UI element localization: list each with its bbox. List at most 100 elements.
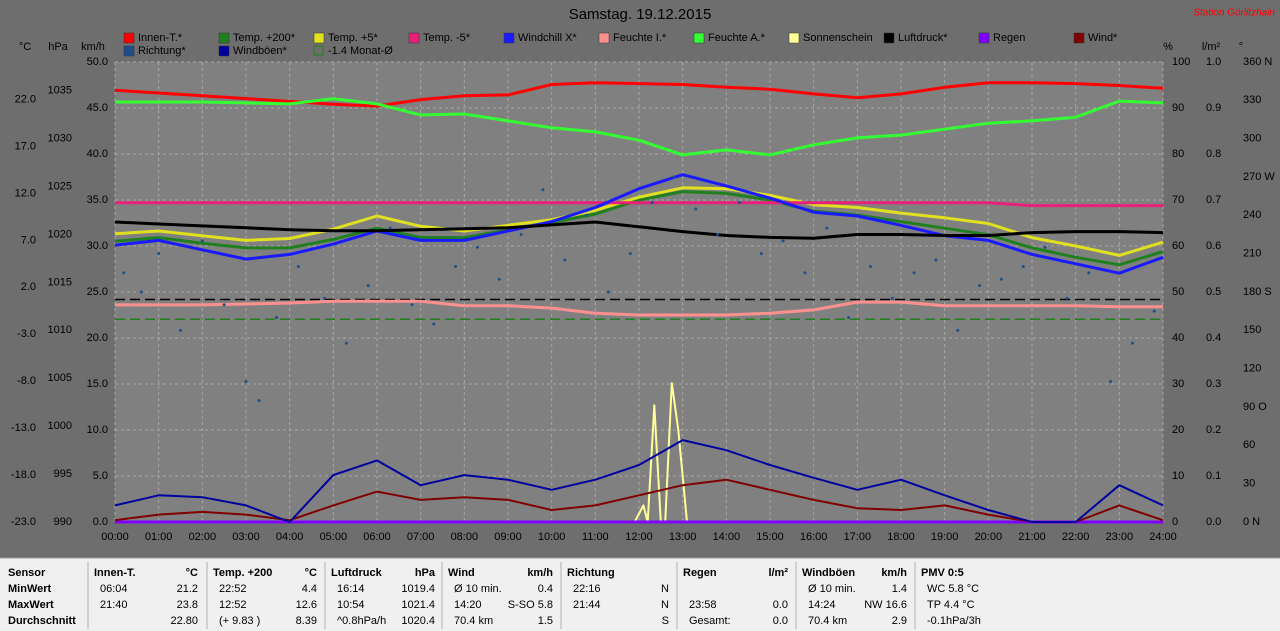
direction-dot: [934, 258, 938, 262]
table-cell: 14:20: [454, 599, 482, 611]
y-tick-label: 70: [1172, 194, 1184, 206]
table-cell: 21:40: [100, 599, 128, 611]
table-cell: 1021.4: [401, 599, 435, 611]
table-cell: 70.4 km: [454, 615, 493, 627]
axis-unit: °C: [19, 41, 31, 53]
x-tick-label: 02:00: [189, 531, 217, 543]
x-tick-label: 17:00: [844, 531, 872, 543]
direction-dot: [179, 328, 182, 332]
direction-dot: [139, 290, 143, 294]
direction-dot: [454, 264, 458, 268]
table-cell: 22:16: [573, 583, 601, 595]
series-line: [114, 173, 1164, 275]
direction-dot: [1065, 296, 1069, 300]
x-tick-label: 10:00: [538, 531, 566, 543]
y-tick-label: 90 O: [1243, 401, 1267, 413]
x-tick-label: 14:00: [713, 531, 741, 543]
table-unit: hPa: [415, 567, 436, 579]
legend-label: Temp. +5*: [328, 32, 379, 44]
y-tick-label: 330: [1243, 94, 1261, 106]
table-cell: N: [661, 583, 669, 595]
y-tick-label: 180 S: [1243, 286, 1272, 298]
table-cell: 12.6: [296, 599, 317, 611]
table-cell: 14:24: [808, 599, 836, 611]
table-cell: 16:14: [337, 583, 365, 595]
table-cell: Ø 10 min.: [808, 583, 856, 595]
y-tick-label: 30: [1243, 478, 1255, 490]
y-tick-label: 12.0: [15, 187, 36, 199]
table-cell: TP 4.4 °C: [927, 599, 975, 611]
direction-dot: [999, 277, 1003, 281]
table-cell: 22:52: [219, 583, 247, 595]
legend-swatch: [503, 32, 515, 44]
table-header: Luftdruck: [331, 567, 383, 579]
table-cell: 0.0: [773, 615, 788, 627]
direction-dot: [541, 188, 545, 192]
table-cell: 1.5: [538, 615, 553, 627]
y-tick-label: -3.0: [17, 328, 36, 340]
y-tick-label: 990: [54, 516, 72, 528]
y-tick-label: 1000: [48, 420, 72, 432]
y-tick-label: 90: [1172, 102, 1184, 114]
y-tick-label: 45.0: [87, 102, 108, 114]
y-tick-label: -23.0: [11, 516, 36, 528]
table-cell: 21.2: [177, 583, 198, 595]
y-tick-label: 10: [1172, 470, 1184, 482]
direction-dot: [157, 252, 161, 256]
axis-unit: °: [1239, 41, 1243, 53]
legend-swatch: [123, 32, 135, 44]
table-cell: 8.39: [296, 615, 317, 627]
table-unit: l/m²: [768, 567, 788, 579]
y-tick-label: 1030: [48, 133, 72, 145]
direction-dot: [781, 239, 785, 243]
y-tick-label: 1035: [48, 85, 72, 97]
direction-dot: [366, 284, 370, 288]
y-tick-label: 1.0: [1206, 56, 1221, 68]
y-tick-label: 1005: [48, 372, 72, 384]
series-line: [115, 299, 1163, 317]
y-tick-label: 0.8: [1206, 148, 1221, 160]
x-tick-label: 12:00: [625, 531, 653, 543]
legend-label: Feuchte I.*: [613, 32, 667, 44]
direction-dot: [563, 258, 567, 262]
table-cell: 12:52: [219, 599, 247, 611]
direction-dot: [244, 379, 248, 383]
x-tick-label: 13:00: [669, 531, 697, 543]
direction-dot: [432, 322, 436, 326]
legend-swatch: [598, 32, 610, 44]
direction-dot: [1130, 341, 1134, 345]
y-tick-label: 17.0: [15, 140, 36, 152]
direction-dot: [672, 175, 676, 179]
direction-dot: [650, 201, 654, 205]
table-header: Regen: [683, 567, 717, 579]
x-tick-label: 01:00: [145, 531, 173, 543]
y-tick-label: 40.0: [87, 148, 108, 160]
direction-dot: [323, 296, 327, 300]
direction-dot: [978, 284, 982, 288]
direction-dot: [716, 233, 720, 236]
direction-dot: [628, 252, 632, 256]
legend-label: Temp. -5*: [423, 32, 471, 44]
series-line: [114, 186, 1164, 257]
legend-swatch: [883, 32, 895, 44]
y-tick-label: 1010: [48, 324, 72, 336]
y-tick-label: 35.0: [87, 194, 108, 206]
table-cell: MinWert: [8, 583, 52, 595]
x-tick-label: 22:00: [1062, 531, 1090, 543]
table-cell: WC 5.8 °C: [927, 583, 979, 595]
table-cell: 4.4: [302, 583, 317, 595]
y-tick-label: 30: [1172, 378, 1184, 390]
axis-unit: hPa: [48, 41, 68, 53]
direction-dot: [222, 303, 226, 307]
x-tick-label: 08:00: [451, 531, 479, 543]
direction-dot: [1087, 271, 1091, 275]
y-tick-label: 120: [1243, 363, 1261, 375]
y-tick-label: 20.0: [87, 332, 108, 344]
table-cell: (+ 9.83 ): [219, 615, 260, 627]
y-tick-label: 0.4: [1206, 332, 1221, 344]
y-tick-label: 300: [1243, 133, 1261, 145]
series-line: [114, 81, 1164, 108]
x-tick-label: 03:00: [232, 531, 260, 543]
y-tick-label: 7.0: [21, 234, 36, 246]
direction-dot: [344, 341, 348, 345]
